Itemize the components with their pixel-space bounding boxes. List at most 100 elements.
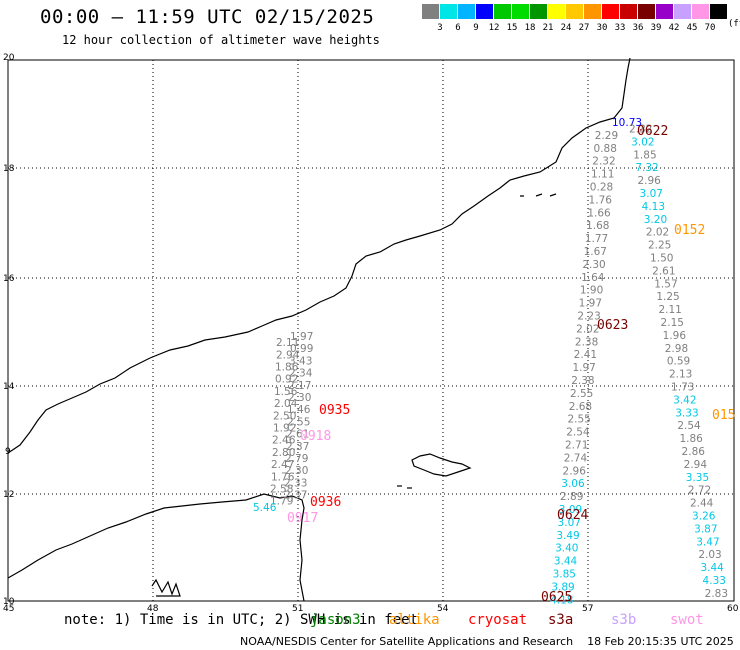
swh-observation: 2.04	[274, 398, 298, 410]
swh-observation: 2.32	[592, 156, 615, 168]
swh-observation: 1.76	[271, 471, 295, 483]
lat-tick-12: 12	[3, 490, 14, 500]
lat-tick-10: 10	[3, 597, 15, 607]
scale-swatch	[584, 4, 601, 19]
scale-swatch	[710, 4, 727, 19]
swh-observation: 2.23	[577, 311, 600, 323]
pass-time-label: 0623	[597, 318, 628, 333]
swh-observation: 1.96	[663, 330, 687, 342]
swh-observation: 1.97	[290, 331, 313, 343]
swh-observation: 1.50	[650, 252, 673, 264]
swh-observation: 3.43	[289, 355, 312, 367]
lat-tick-labels: 20 18 16 14 12 10 9	[3, 53, 15, 607]
scale-tick-label: 18	[524, 23, 536, 33]
swh-observation: 2.86	[682, 446, 706, 458]
scale-swatch	[476, 4, 493, 19]
swh-observation: 4.18	[550, 594, 573, 606]
scale-tick-label: 24	[560, 23, 572, 33]
scale-swatch	[530, 4, 547, 19]
wave-height-observations: 1.972.110.992.943.431.862.340.922.171.56…	[253, 117, 728, 606]
swh-observation: 2.94	[684, 459, 708, 471]
pass-time-label: 0936	[310, 495, 341, 510]
swh-observation: 5.46	[253, 502, 277, 514]
scale-swatch	[548, 4, 565, 19]
swh-observation: 0.92	[275, 374, 298, 386]
swh-observation: 3.42	[673, 394, 696, 406]
legend-swot: swot	[670, 612, 704, 628]
island-small-3	[520, 193, 557, 197]
swh-observation: 2.58	[270, 484, 293, 496]
swh-observation: 2.02	[646, 227, 669, 239]
swh-observation: 3.85	[553, 569, 576, 581]
scale-tick-label: 12	[488, 23, 500, 33]
swh-observation: 1.64	[581, 272, 605, 284]
pass-time-label: 0152	[674, 223, 705, 238]
swh-observation: 2.55	[570, 388, 593, 400]
swh-observation: 3.02	[631, 136, 654, 148]
swh-observation: 2.80	[272, 447, 295, 459]
coastline-somalia	[7, 493, 305, 602]
coastline-fragment	[151, 578, 181, 597]
swh-observation: 2.32	[629, 123, 652, 135]
island-socotra	[411, 453, 472, 477]
swh-observation: 1.11	[591, 169, 614, 181]
swh-observation: 3.09	[559, 504, 582, 516]
swh-observation: 1.46	[287, 404, 311, 416]
coastline	[7, 57, 631, 602]
swh-observation: 3.07	[558, 517, 581, 529]
scale-tick-label: 15	[506, 23, 518, 33]
swh-observation: 2.89	[560, 491, 583, 503]
swh-observation: 2.46	[272, 435, 296, 447]
swh-observation: 2.29	[595, 130, 618, 142]
swh-observation: 3.87	[694, 523, 717, 535]
swh-observation: 2.71	[565, 440, 588, 452]
grid-lines	[8, 60, 734, 601]
scale-swatch	[440, 4, 457, 19]
scale-swatch	[674, 4, 691, 19]
swh-observation: 2.83	[705, 588, 728, 600]
swh-observation: 2.61	[652, 265, 675, 277]
swh-observation: 2.74	[564, 452, 588, 464]
pass-time-label: 0624	[557, 508, 588, 523]
swh-observation: 2.25	[648, 240, 671, 252]
swh-observation: 3.44	[554, 556, 578, 568]
scale-tick-label: 6	[455, 23, 461, 33]
scale-swatch	[638, 4, 655, 19]
scale-tick-label: 45	[686, 23, 698, 33]
swh-observation: 2.02	[576, 323, 599, 335]
swh-observation: 2.30	[285, 465, 308, 477]
swh-observation: 1.73	[671, 381, 694, 393]
legend-cryosat: cryosat	[468, 612, 528, 628]
pass-time-label: 0625	[541, 590, 572, 605]
lat-tick-14: 14	[3, 382, 15, 392]
swh-observation: 2.54	[566, 427, 590, 439]
swh-observation: 2.55	[287, 416, 310, 428]
scale-swatch	[512, 4, 529, 19]
swh-observation: 2.30	[288, 392, 311, 404]
swh-observation: 1.79	[270, 496, 293, 508]
swh-observation: 1.90	[580, 285, 603, 297]
swh-observation: 1.68	[586, 220, 609, 232]
pass-time-label: 0935	[319, 403, 350, 418]
legend-s3a: s3a	[548, 612, 574, 628]
map-subtitle: 12 hour collection of altimeter wave hei…	[62, 33, 380, 47]
swh-observation: 2.41	[574, 349, 597, 361]
swh-observation: 2.68	[569, 401, 592, 413]
swh-observation: 2.13	[669, 369, 692, 381]
swh-observation: 2.94	[276, 349, 300, 361]
scale-tick-label: 3	[437, 23, 443, 33]
edge-tick-9: 9	[5, 447, 11, 457]
scale-tick-label: 70	[704, 23, 716, 33]
swh-observation: 7.32	[635, 162, 658, 174]
swh-observation: 1.86	[679, 433, 703, 445]
scale-swatch	[620, 4, 637, 19]
scale-tick-label: 33	[614, 23, 626, 33]
swh-observation: 1.66	[587, 207, 611, 219]
swh-observation: 2.79	[285, 453, 308, 465]
swh-observation: 2.55	[567, 414, 590, 426]
swh-observation: 2.38	[571, 375, 594, 387]
swh-observation: 2.30	[582, 259, 605, 271]
